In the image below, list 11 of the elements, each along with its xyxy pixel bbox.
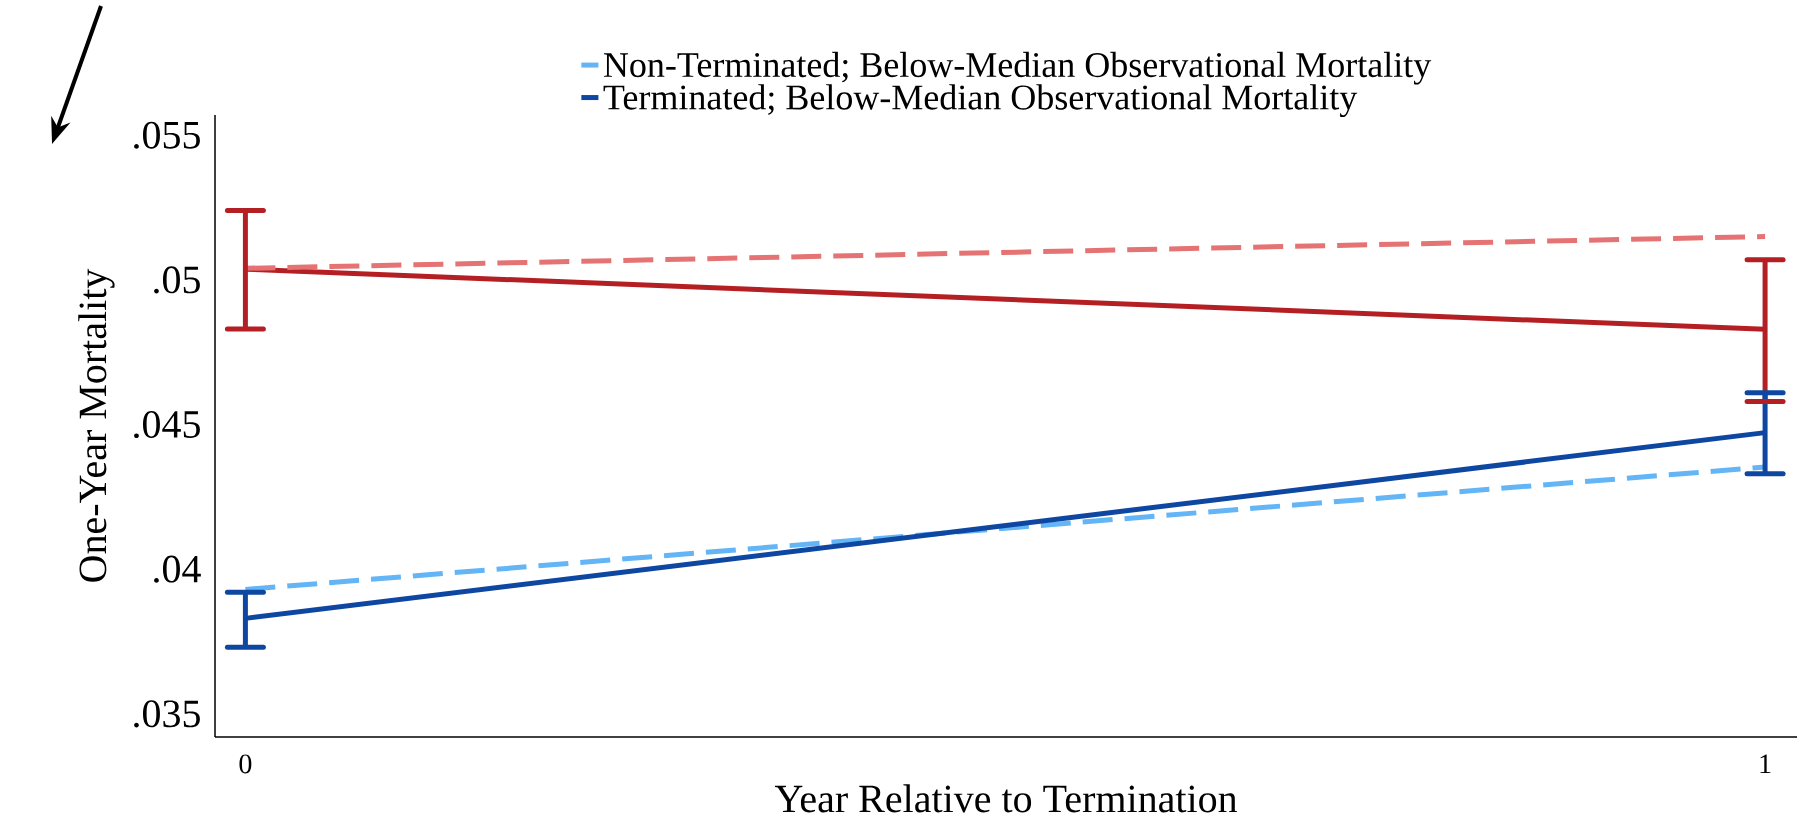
y-tick-label: .035 — [134, 700, 200, 728]
y-tick-label: .045 — [134, 410, 200, 439]
x-tick-label: 0 — [239, 754, 252, 774]
y-tick-label: .055 — [134, 121, 200, 149]
y-tick-label: .05 — [154, 266, 200, 294]
y-tick-label: .04 — [154, 555, 201, 583]
legend-label: Terminated; Below-Median Observational Mortality — [603, 84, 1358, 118]
y-axis-title: One-Year Mortality — [78, 268, 115, 582]
legend-label: Non-Terminated; Below-Median Observational Mortality — [603, 51, 1432, 85]
x-tick-label: 1 — [1760, 754, 1771, 773]
x-axis-title: Year Relative to Termination — [774, 784, 1238, 813]
